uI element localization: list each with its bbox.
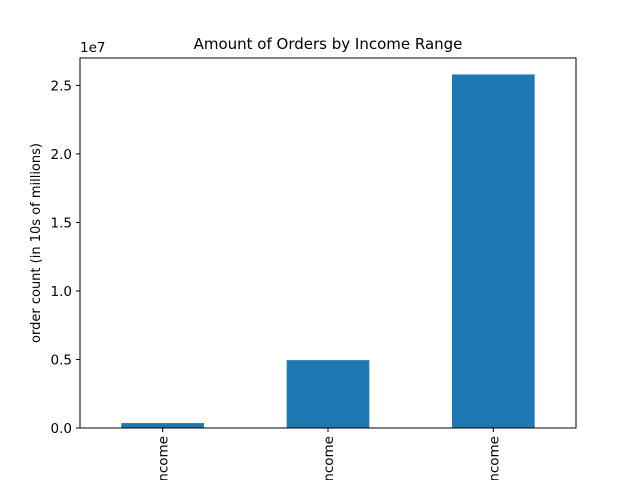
x-tick-label-2: ncome <box>486 436 502 480</box>
bar-0 <box>121 423 204 428</box>
x-tick-label-0: ncome <box>156 436 172 480</box>
y-tick-label-5: 2.5 <box>51 78 72 94</box>
y-axis-label: order count (in 10s of millions) <box>29 143 44 343</box>
y-tick-label-1: 0.5 <box>51 352 72 368</box>
bars-group <box>121 74 535 428</box>
chart-title: Amount of Orders by Income Range <box>194 35 463 53</box>
y-tick-label-0: 0.0 <box>51 421 72 437</box>
y-tick-label-2: 1.0 <box>51 284 72 300</box>
x-tick-label-1: ncome <box>321 436 337 480</box>
x-axis-ticks: ncome ncome ncome <box>156 428 502 480</box>
bar-1 <box>286 360 370 428</box>
y-tick-label-3: 1.5 <box>51 215 72 231</box>
plot-frame <box>79 57 577 429</box>
y-axis-scale-label: 1e7 <box>80 40 105 56</box>
y-axis-ticks: 0.0 0.5 1.0 1.5 2.0 2.5 <box>51 78 80 437</box>
bar-2 <box>452 74 535 428</box>
y-tick-label-4: 2.0 <box>51 147 72 163</box>
